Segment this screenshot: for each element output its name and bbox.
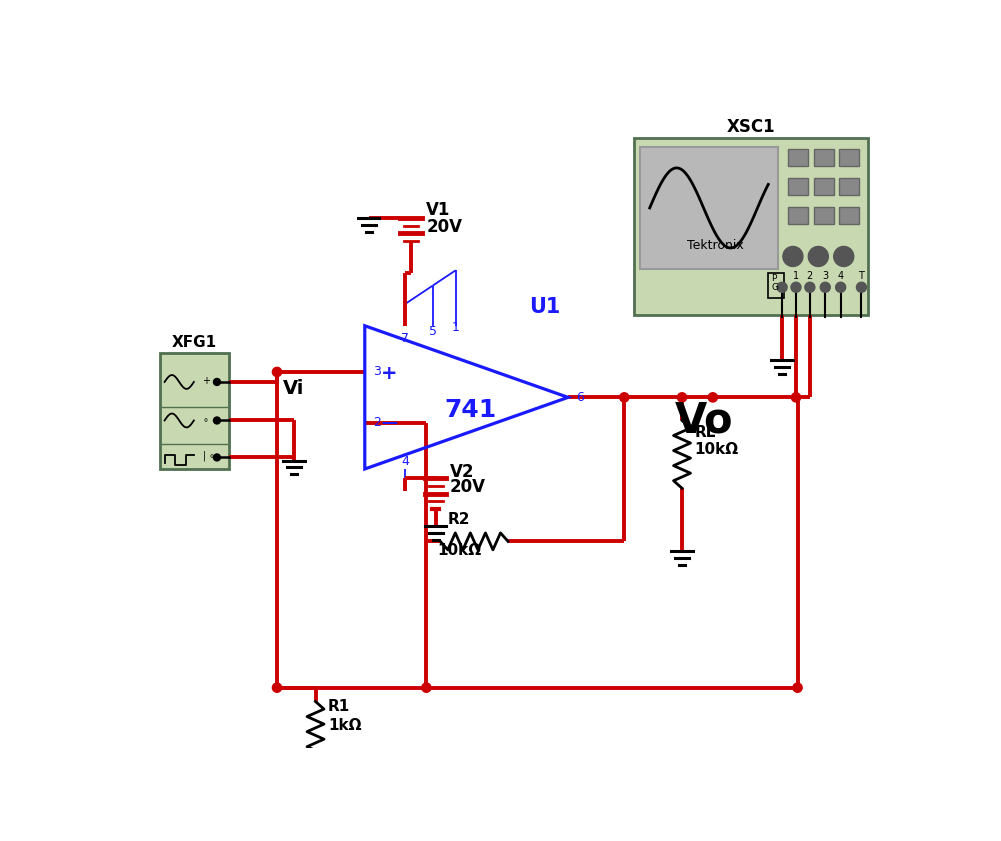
Circle shape [834,246,854,267]
Text: + $\circ$: + $\circ$ [201,375,219,386]
Text: | $\circ$: | $\circ$ [201,449,214,463]
Bar [839,178,859,195]
Text: Vi: Vi [283,378,304,398]
Bar [641,147,778,269]
Text: 4: 4 [400,455,408,468]
Bar [814,207,834,224]
Bar [769,273,784,298]
Text: 3: 3 [822,272,828,282]
Circle shape [709,393,718,402]
Circle shape [213,454,220,461]
Text: 1: 1 [793,272,799,282]
Text: 1kΩ: 1kΩ [328,718,361,733]
Bar [814,149,834,166]
Text: Vo: Vo [675,399,733,441]
Text: 741: 741 [444,399,496,422]
Text: XFG1: XFG1 [172,336,217,350]
Text: R1: R1 [328,699,350,714]
Text: P: P [772,274,777,283]
Text: 2: 2 [373,416,381,429]
Text: U1: U1 [530,297,561,317]
Text: 20V: 20V [426,218,462,235]
Circle shape [857,283,867,293]
Text: 20V: 20V [449,478,485,496]
Text: $\circ$: $\circ$ [201,414,208,424]
Circle shape [793,683,802,692]
Text: V1: V1 [426,201,450,219]
Text: 2: 2 [807,272,813,282]
Bar [814,178,834,195]
Text: RL: RL [695,426,716,441]
Text: 5: 5 [428,325,436,338]
Circle shape [678,393,687,402]
Bar [839,207,859,224]
Circle shape [272,683,281,692]
Circle shape [777,283,787,293]
Circle shape [805,283,815,293]
Text: 6: 6 [577,391,585,404]
Text: 10kΩ: 10kΩ [695,442,739,458]
Circle shape [783,246,803,267]
Text: 4: 4 [838,272,844,282]
Text: 10kΩ: 10kΩ [437,543,481,558]
Bar [839,149,859,166]
Bar [635,138,869,315]
Circle shape [213,417,220,424]
Circle shape [272,368,281,377]
Circle shape [791,283,801,293]
Text: +: + [381,364,397,383]
Circle shape [809,246,829,267]
Circle shape [421,683,431,692]
Bar [160,353,229,469]
Circle shape [213,378,220,385]
Circle shape [836,283,846,293]
Bar [788,207,808,224]
Text: 1: 1 [451,320,459,334]
Text: G: G [772,283,779,292]
Text: Tektronix: Tektronix [687,239,744,252]
Bar [788,149,808,166]
Text: 3: 3 [373,366,381,378]
Text: −: − [379,412,399,436]
Circle shape [792,393,801,402]
Text: T: T [859,272,865,282]
Circle shape [620,393,629,402]
Text: V2: V2 [449,463,474,481]
Text: 7: 7 [400,331,408,345]
Circle shape [820,283,830,293]
Text: R2: R2 [448,512,470,527]
Text: XSC1: XSC1 [727,118,776,136]
Bar [788,178,808,195]
